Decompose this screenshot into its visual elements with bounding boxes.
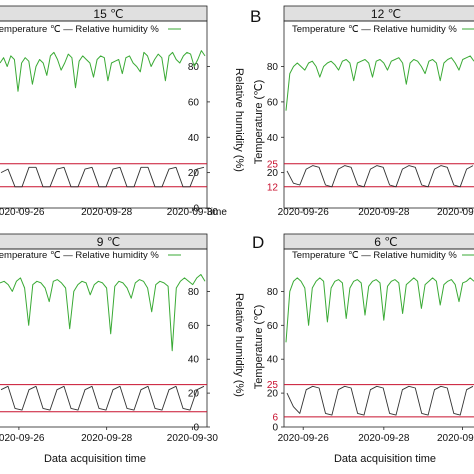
y-tick-label: 40 bbox=[267, 355, 279, 366]
humidity-series-line bbox=[285, 277, 474, 343]
legend-text: Temperature ℃ — Relative humidity % bbox=[0, 24, 159, 35]
setpoint-label: 12 bbox=[267, 182, 279, 193]
panel-title: 9 ℃ bbox=[97, 235, 120, 249]
plot-frame bbox=[0, 248, 208, 428]
legend-text: Temperature ℃ — Relative humidity % bbox=[292, 24, 457, 35]
x-tick-label: 2020-09-30 bbox=[437, 207, 474, 218]
panel-title: 15 ℃ bbox=[93, 7, 123, 21]
panel-4: 6 ℃ D Temperature ℃ — Relative humidity % 0… bbox=[252, 233, 474, 465]
humidity-series-line bbox=[0, 274, 206, 352]
x-tick-label: 2020-09-28 bbox=[81, 207, 133, 218]
x-tick-label: 2020-09-28 bbox=[358, 433, 410, 444]
temperature-series-line bbox=[0, 166, 205, 188]
plot-frame bbox=[283, 20, 474, 209]
x-tick-label: 2020-09-30 bbox=[437, 433, 474, 444]
x-tick-label: 2020-09-30 bbox=[167, 207, 219, 218]
x-tick-label: 2020-09-28 bbox=[358, 207, 410, 218]
x-tick-label: 2020-09-26 bbox=[0, 433, 45, 444]
y-axis-title: Temperature (℃) bbox=[253, 80, 265, 165]
y-tick-label: 20 bbox=[267, 389, 279, 400]
y-tick-label: 80 bbox=[267, 62, 279, 73]
panel-2: 12 ℃ B Temperature ℃ — Relative humidity %… bbox=[250, 5, 474, 218]
panel-1: 15 ℃ Temperature ℃ — Relative humidity % 0… bbox=[0, 5, 245, 218]
y-tick-label: 0 bbox=[193, 423, 199, 434]
y-tick-label: 80 bbox=[267, 287, 279, 298]
plot-frame bbox=[283, 248, 474, 428]
y-tick-label: 60 bbox=[267, 321, 279, 332]
y-tick-label: 40 bbox=[188, 133, 200, 144]
setpoint-label: 25 bbox=[267, 380, 279, 391]
x-axis-title: Data acquisition time bbox=[334, 453, 436, 465]
x-axis-title: Time bbox=[205, 207, 227, 218]
y-tick-label: 60 bbox=[267, 97, 279, 108]
x-tick-label: 2020-09-30 bbox=[167, 433, 219, 444]
y-tick-label: 40 bbox=[188, 355, 200, 366]
y-axis-title: Temperature (℃) bbox=[253, 305, 265, 390]
y-axis-title: Relative humidity (%) bbox=[233, 68, 245, 172]
y-tick-label: 0 bbox=[272, 423, 278, 434]
legend-text: Temperature ℃ — Relative humidity % bbox=[292, 250, 457, 261]
y-axis-title: Relative humidity (%) bbox=[233, 293, 245, 397]
humidity-series-line bbox=[0, 50, 206, 92]
plot-frame bbox=[0, 20, 208, 209]
x-tick-label: 2020-09-26 bbox=[0, 207, 45, 218]
temperature-series-line bbox=[286, 385, 474, 416]
legend-text: Temperature ℃ — Relative humidity % bbox=[0, 250, 159, 261]
x-axis-title: Data acquisition time bbox=[44, 453, 146, 465]
y-tick-label: 20 bbox=[267, 168, 279, 179]
panel-title: 12 ℃ bbox=[371, 7, 401, 21]
x-tick-label: 2020-09-28 bbox=[81, 433, 133, 444]
y-tick-label: 0 bbox=[193, 204, 199, 215]
temperature-series-line bbox=[0, 385, 205, 411]
y-tick-label: 20 bbox=[188, 168, 200, 179]
setpoint-label: 25 bbox=[267, 159, 279, 170]
x-tick-label: 2020-09-26 bbox=[278, 433, 330, 444]
panel-letter: B bbox=[250, 7, 261, 26]
y-tick-label: 60 bbox=[188, 97, 200, 108]
temperature-series-line bbox=[286, 165, 474, 188]
panel-letter: D bbox=[252, 233, 264, 252]
y-tick-label: 20 bbox=[188, 389, 200, 400]
y-tick-label: 40 bbox=[267, 133, 279, 144]
panel-title: 6 ℃ bbox=[374, 235, 397, 249]
humidity-series-line bbox=[285, 55, 474, 111]
y-tick-label: 60 bbox=[188, 321, 200, 332]
x-tick-label: 2020-09-26 bbox=[278, 207, 330, 218]
setpoint-label: 6 bbox=[272, 412, 278, 423]
y-tick-label: 80 bbox=[188, 62, 200, 73]
y-tick-label: 80 bbox=[188, 287, 200, 298]
